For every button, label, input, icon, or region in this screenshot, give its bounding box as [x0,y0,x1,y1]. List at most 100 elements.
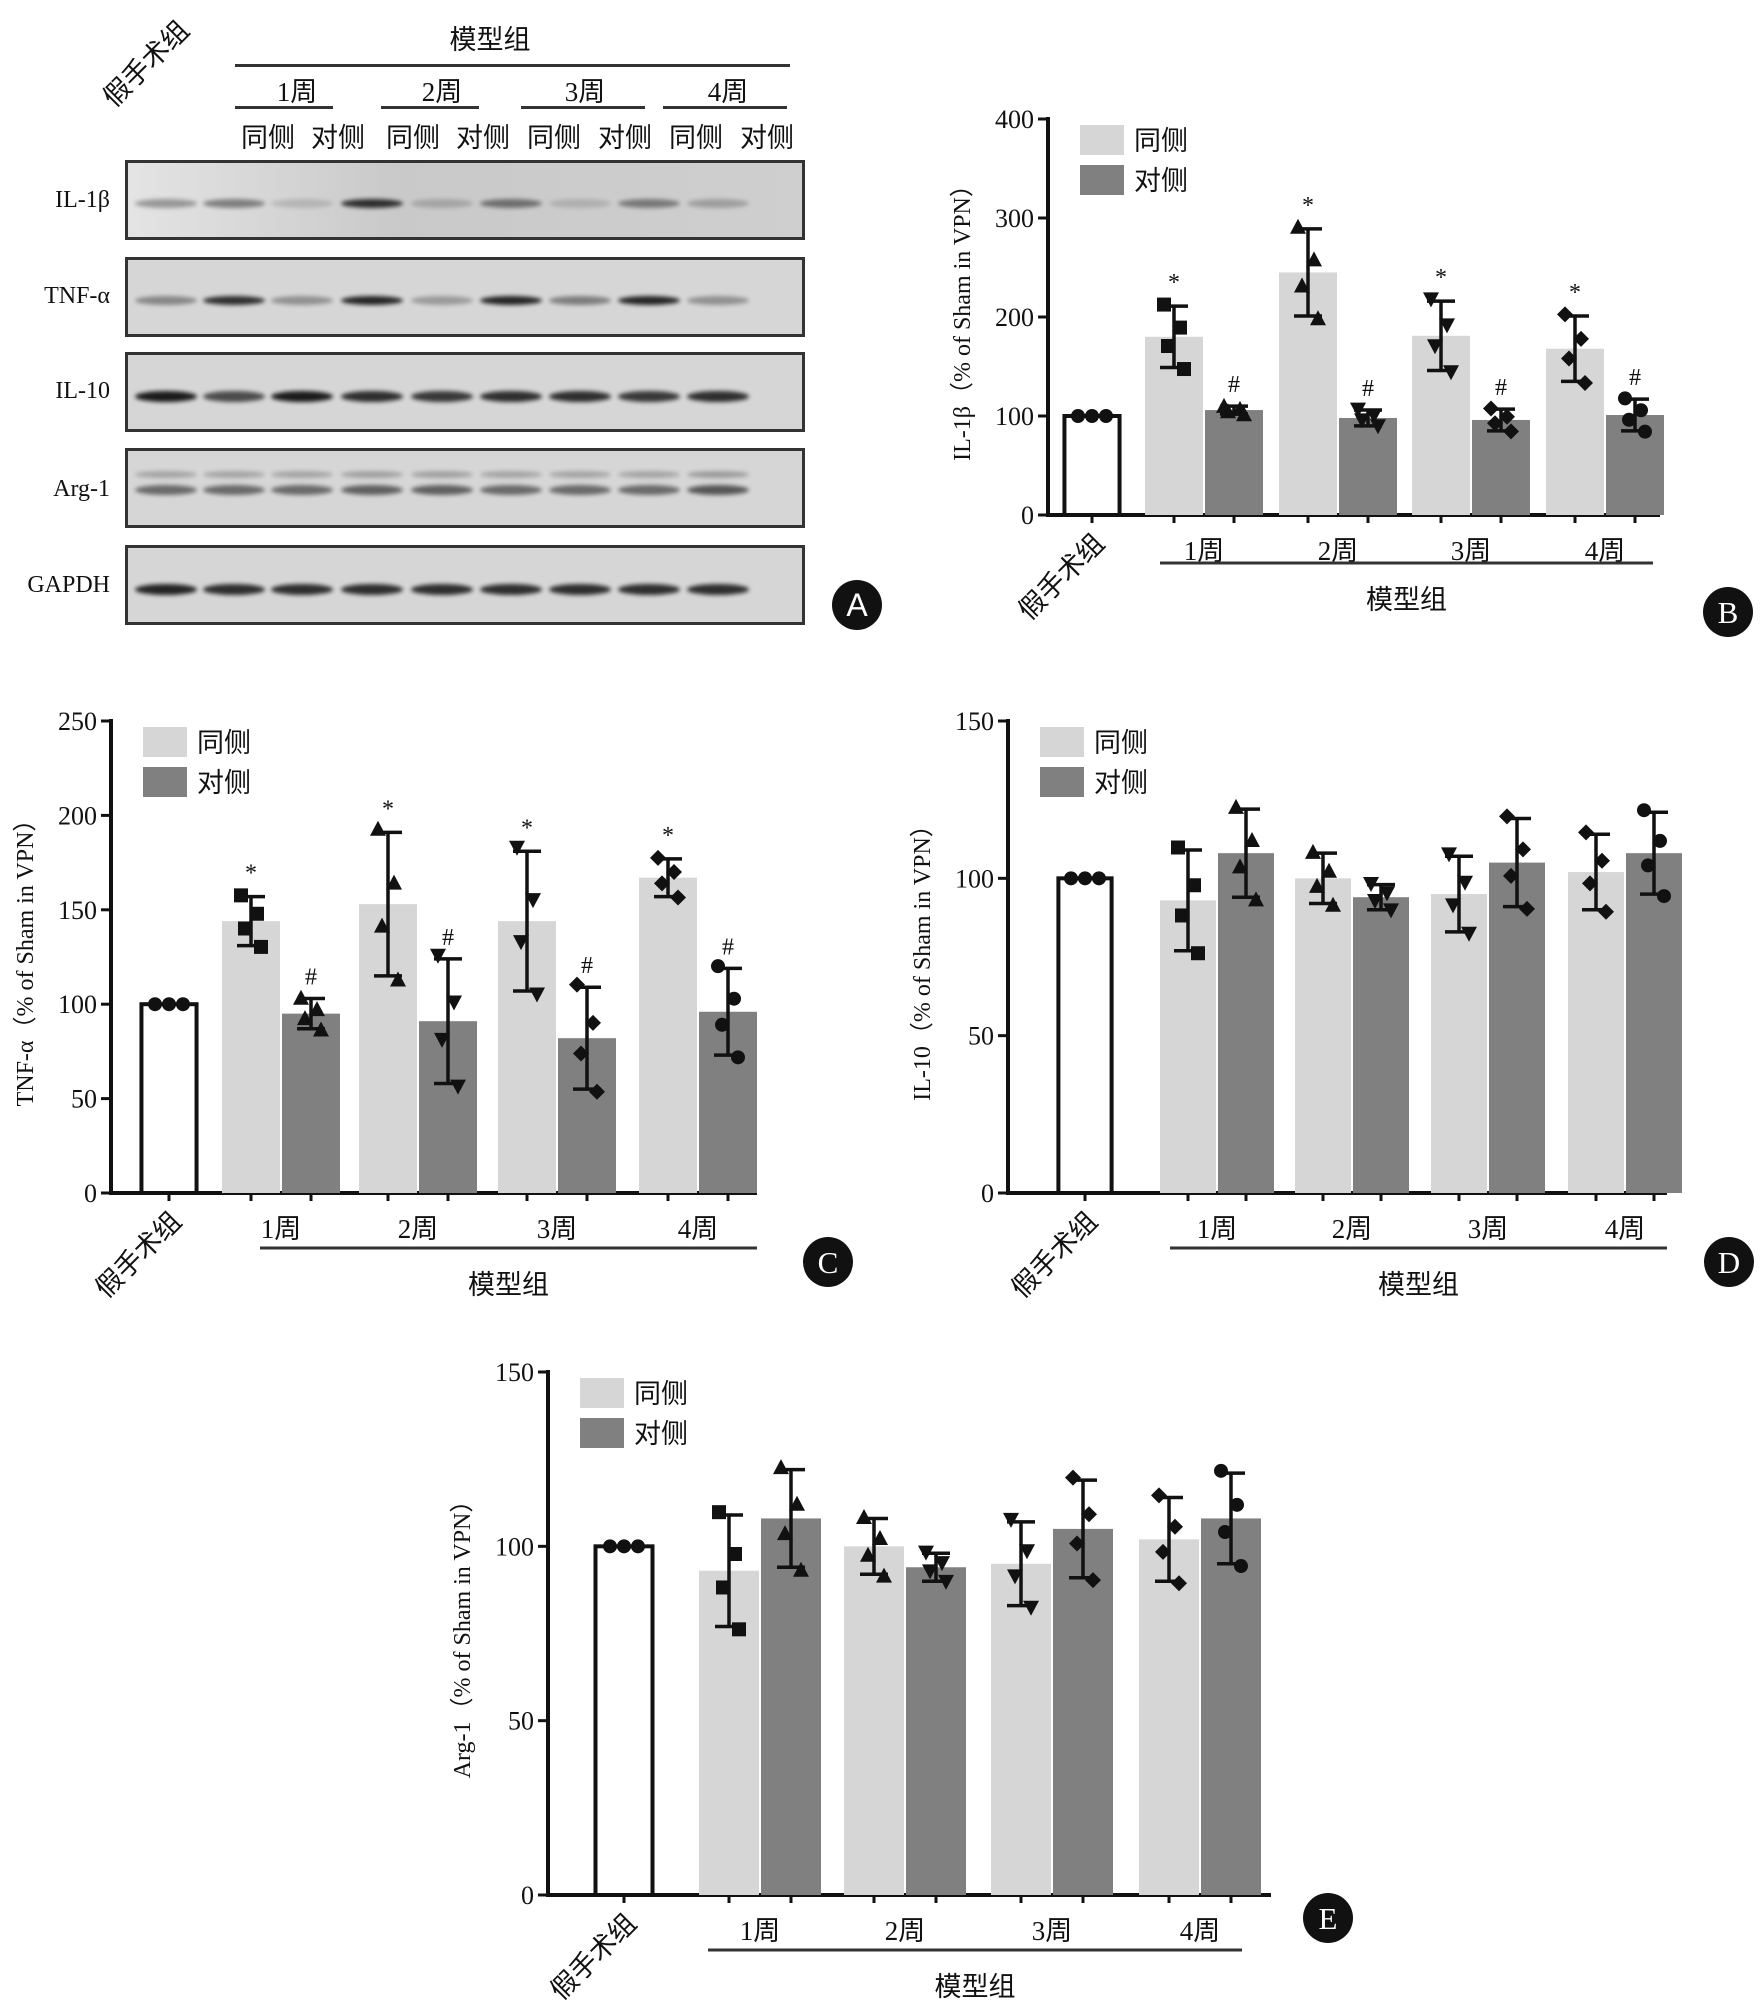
data-point [1085,1572,1101,1589]
data-point [1161,339,1175,354]
data-point [1248,891,1264,907]
x-tick-label-week: 1周 [1184,536,1225,566]
blot-side-label: 同侧 [669,123,723,153]
blot-week-4: 4周 [707,77,749,107]
data-point [1171,840,1185,855]
data-point [1157,297,1171,312]
legend-label-ipsi: 同侧 [197,728,251,758]
bar-ipsi [222,921,280,1193]
blot-band [341,584,403,595]
data-point [711,959,725,974]
blot-band [203,471,265,478]
data-point [1557,306,1573,323]
data-point [934,1556,950,1572]
bar-sham [593,1544,655,1898]
point-sham [631,1539,645,1554]
significance-star: * [662,823,674,849]
x-tick-label-week: 2周 [398,1214,439,1244]
blot-band [618,199,680,208]
data-point [1177,362,1191,377]
bar-contra [906,1567,966,1895]
x-tick-label-sham: 假手术组 [1006,1206,1104,1304]
blot-band [618,391,680,402]
panel-badge-label: B [1718,595,1739,630]
panel-badge-label: E [1319,1901,1338,1936]
bar-contra [1053,1528,1113,1895]
blot-band [341,485,403,495]
blot-band [618,584,680,595]
data-point [1232,858,1248,874]
bar-ipsi [639,877,697,1193]
data-point [450,1079,466,1095]
data-point [1325,896,1341,912]
data-point [1461,926,1477,942]
blot-label-gapdh: GAPDH [27,572,110,598]
blot-week-2: 2周 [421,77,463,107]
x-tick-label-week: 1周 [261,1214,302,1244]
data-point [1363,876,1379,892]
data-point [238,921,252,936]
data-point [1228,798,1244,814]
data-point [573,1045,589,1062]
data-point [1519,900,1535,917]
significance-hash: # [1362,376,1374,402]
chart-D: 0 50 100 150 IL-10（% of Sham in VPN） 同侧对侧假手术组… [910,707,1754,1304]
point-sham [162,997,176,1012]
data-point [716,1580,730,1595]
y-tick-label: 100 [995,402,1034,431]
x-tick-label-week: 2周 [1332,1214,1373,1244]
data-point [1499,408,1515,425]
blot-band [411,391,473,402]
blot-band [411,485,473,495]
data-point [254,939,268,954]
blot-band [480,584,542,595]
blot-band [203,296,265,305]
data-point [872,1529,888,1545]
blot-band [135,584,197,595]
x-tick-label-week: 1周 [740,1916,781,1946]
blot-week-2-line [381,106,479,109]
y-tick-label: 300 [995,204,1034,233]
y-tick-label: 50 [968,1022,994,1051]
data-point [777,1525,793,1541]
data-point [1354,413,1370,429]
blot-week-3: 3周 [564,77,606,107]
bar-contra [1339,417,1397,515]
blot-band [687,391,749,402]
data-point [386,874,402,890]
y-tick-label: 150 [495,1358,534,1387]
blot-band [618,485,680,495]
data-point [513,935,529,951]
bar-contra [761,1518,821,1895]
data-point [313,1021,329,1037]
data-point [589,1083,605,1100]
blot-model-group-header: 模型组 [449,25,531,55]
data-point [1634,403,1648,418]
legend-label-contra: 对侧 [1134,166,1188,196]
data-point [234,888,248,903]
data-point [1515,841,1531,858]
data-point [1383,903,1399,919]
blot-band [203,485,265,495]
legend-swatch-contra [143,767,187,797]
blot-band [271,199,333,208]
data-point [1155,1543,1171,1560]
legend-swatch-contra [1080,165,1124,195]
blot-band [411,199,473,208]
data-point [1187,878,1201,893]
data-point [1427,339,1443,355]
point-sham [1092,871,1106,886]
legend-swatch-ipsi [580,1378,624,1408]
blot-side-label: 对侧 [598,123,652,153]
blot-band [203,199,265,208]
data-point [1653,833,1667,848]
data-point [1151,1487,1167,1504]
blot-label-il1b: IL-1β [55,187,110,213]
blot-band [341,199,403,208]
y-tick-label: 200 [58,801,97,830]
data-point [1236,406,1252,422]
significance-hash: # [1629,365,1641,391]
panel-badge-label: C [818,1245,839,1280]
y-axis-label: TNF-α（% of Sham in VPN） [13,808,39,1107]
